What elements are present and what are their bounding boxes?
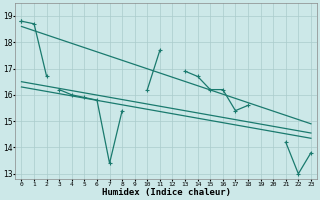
X-axis label: Humidex (Indice chaleur): Humidex (Indice chaleur) xyxy=(102,188,231,197)
